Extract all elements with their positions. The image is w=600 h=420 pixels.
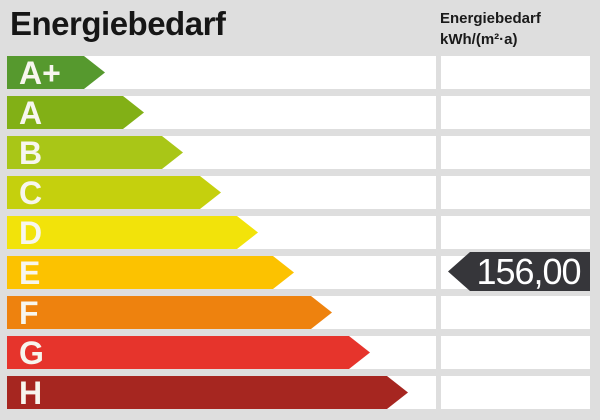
band-label: B — [19, 135, 43, 171]
band-label: G — [19, 335, 44, 371]
band-arrow: E — [7, 256, 294, 289]
band-arrow: F — [7, 296, 332, 329]
band-arrow: A+ — [7, 56, 105, 89]
band-value-cell — [441, 216, 590, 249]
band-value-cell — [441, 336, 590, 369]
band-label: F — [19, 295, 39, 331]
band-row: A — [7, 96, 436, 129]
band-arrow: A — [7, 96, 144, 129]
band-row: G — [7, 336, 436, 369]
page-title: Energiebedarf — [10, 5, 226, 42]
band-value-cell — [441, 296, 590, 329]
band-row: C — [7, 176, 436, 209]
band-value-cell — [441, 136, 590, 169]
band-row: A+ — [7, 56, 436, 89]
band-row: F — [7, 296, 436, 329]
band-label: A+ — [19, 55, 61, 91]
band-arrow: H — [7, 376, 408, 409]
value-badge-text: 156,00 — [476, 251, 581, 292]
band-value-cell — [441, 176, 590, 209]
band-value-cell — [441, 376, 590, 409]
band-row: D — [7, 216, 436, 249]
band-label: H — [19, 375, 43, 411]
band-label: A — [19, 95, 43, 131]
band-row: E — [7, 256, 436, 289]
band-arrow: B — [7, 136, 183, 169]
band-value-cell — [441, 56, 590, 89]
unit-header: Energiebedarf kWh/(m²·a) — [440, 8, 541, 50]
band-label: E — [19, 255, 41, 291]
band-label: D — [19, 215, 43, 251]
value-badge: 156,00 — [448, 252, 590, 291]
band-row: B — [7, 136, 436, 169]
unit-header-line2: kWh/(m²·a) — [440, 31, 518, 48]
band-arrow: C — [7, 176, 221, 209]
band-label: C — [19, 175, 43, 211]
band-value-cell — [441, 96, 590, 129]
band-arrow: G — [7, 336, 370, 369]
unit-header-line1: Energiebedarf — [440, 10, 541, 27]
band-row: H — [7, 376, 436, 409]
band-arrow: D — [7, 216, 258, 249]
